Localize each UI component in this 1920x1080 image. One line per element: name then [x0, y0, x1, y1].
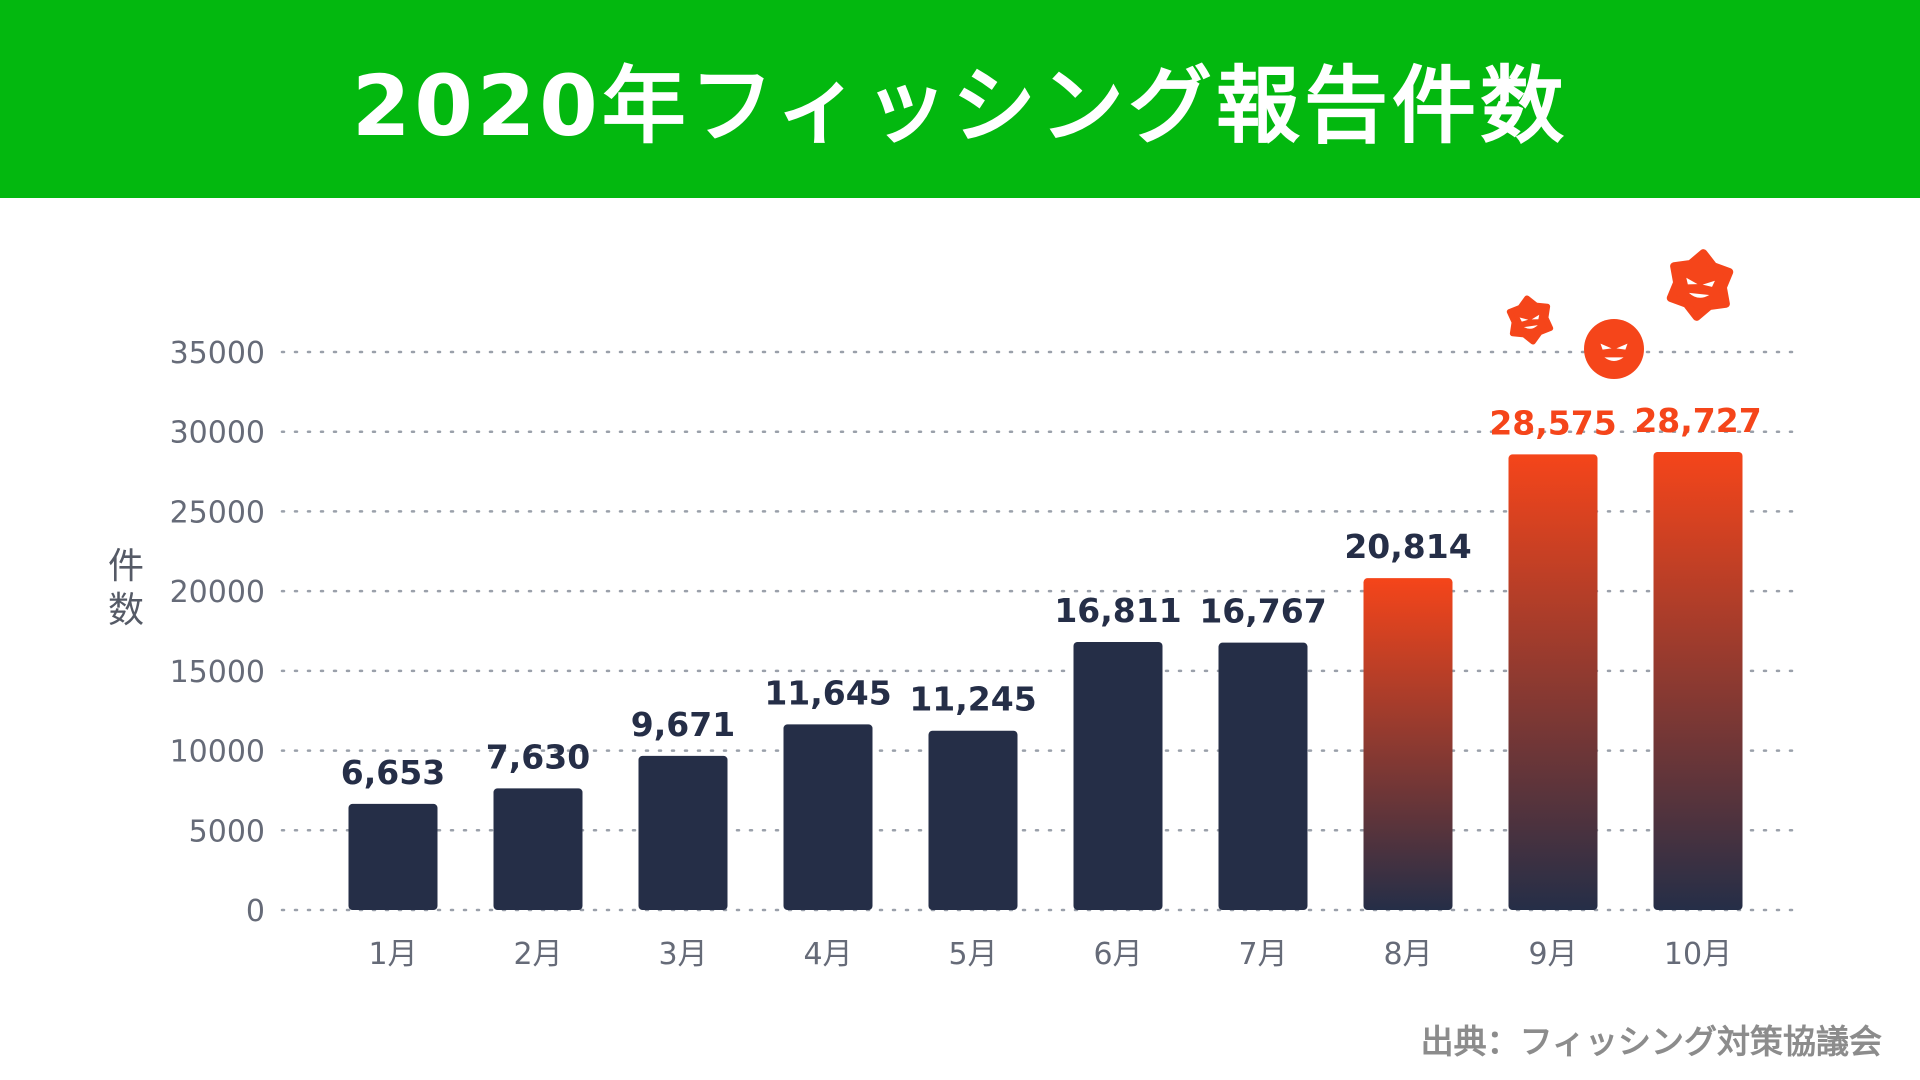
- x-tick-label: 4月: [803, 937, 852, 972]
- title-banner: 2020年フィッシング報告件数: [0, 0, 1920, 198]
- x-tick-label: 2月: [513, 937, 562, 972]
- bar-9月: [1508, 454, 1598, 910]
- y-tick-label: 0: [246, 894, 265, 929]
- monster-icon: [1666, 249, 1734, 321]
- y-tick-label: 30000: [170, 416, 265, 451]
- x-tick-label: 1月: [368, 937, 417, 972]
- value-label: 11,645: [764, 673, 891, 712]
- value-label: 20,814: [1344, 527, 1471, 566]
- bar-8月: [1363, 578, 1453, 910]
- value-label: 9,671: [631, 705, 735, 744]
- value-label: 16,767: [1199, 592, 1326, 631]
- bar-4月: [783, 724, 873, 910]
- y-tick-label: 35000: [170, 336, 265, 371]
- y-tick-label: 15000: [170, 655, 265, 690]
- x-tick-label: 9月: [1528, 937, 1577, 972]
- value-label: 28,575: [1489, 403, 1616, 442]
- y-tick-label: 25000: [170, 495, 265, 530]
- bar-10月: [1653, 452, 1743, 910]
- x-tick-label: 8月: [1383, 937, 1432, 972]
- y-tick-label: 20000: [170, 575, 265, 610]
- value-label: 7,630: [486, 737, 590, 776]
- value-label: 28,727: [1634, 401, 1761, 440]
- value-label: 6,653: [341, 753, 445, 792]
- y-tick-label: 10000: [170, 735, 265, 770]
- page-title: 2020年フィッシング報告件数: [351, 56, 1569, 155]
- value-label: 11,245: [909, 680, 1036, 719]
- x-tick-label: 3月: [658, 937, 707, 972]
- bar-5月: [928, 730, 1018, 910]
- bar-1月: [348, 803, 438, 910]
- bar-3月: [638, 755, 728, 910]
- bar-2月: [493, 788, 583, 910]
- y-tick-label: 5000: [189, 814, 265, 849]
- source-note: 出典：フィッシング対策協議会: [1420, 1022, 1882, 1061]
- x-tick-label: 6月: [1093, 937, 1142, 972]
- bar-7月: [1218, 642, 1308, 910]
- x-tick-label: 5月: [948, 937, 997, 972]
- y-axis-label: 件数: [107, 546, 144, 631]
- monster-icon: [1506, 295, 1554, 345]
- bar-chart: 0 5000 10000 15000 20000 25000 30000 35000 6,65…: [170, 249, 1802, 972]
- x-tick-label: 7月: [1238, 937, 1287, 972]
- x-tick-label: 10月: [1664, 937, 1732, 972]
- monster-icon: [1584, 319, 1644, 379]
- bar-6月: [1073, 641, 1163, 910]
- value-label: 16,811: [1054, 591, 1181, 630]
